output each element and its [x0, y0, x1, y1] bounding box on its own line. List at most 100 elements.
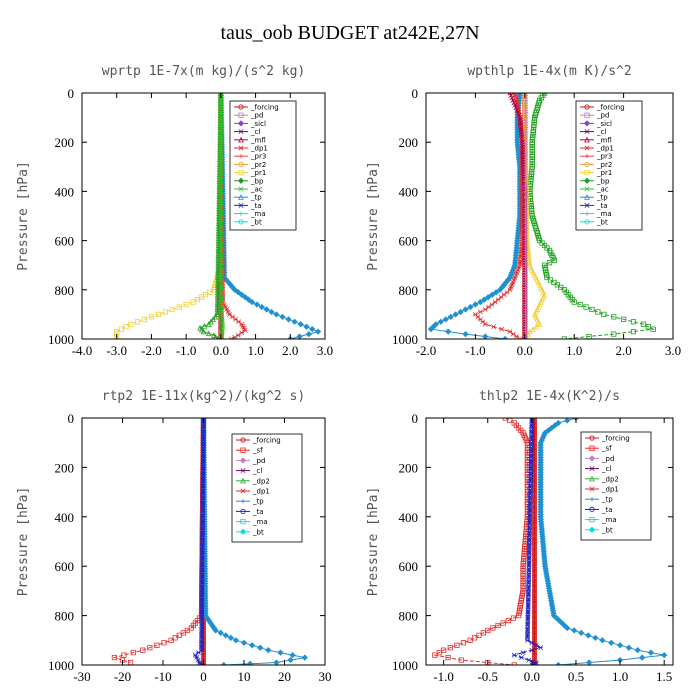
legend-label: _dp1 — [252, 488, 270, 496]
data-point — [508, 284, 514, 290]
data-point — [595, 309, 601, 315]
legend-label: _sicl — [596, 120, 612, 128]
data-point — [477, 298, 484, 306]
data-point — [273, 311, 280, 318]
data-point — [661, 651, 668, 659]
data-point — [200, 652, 207, 658]
data-point — [531, 608, 538, 614]
legend-marker — [238, 211, 244, 216]
data-point — [467, 637, 473, 643]
y-tick-label: 200 — [399, 135, 419, 150]
data-point — [531, 566, 538, 572]
legend-label: _sicl — [250, 120, 266, 128]
data-point — [212, 627, 219, 634]
legend-marker — [238, 145, 244, 151]
data-point — [155, 311, 161, 318]
series-line-mfl — [509, 93, 526, 339]
data-point — [253, 301, 261, 308]
legend-label: _mfl — [250, 136, 266, 144]
data-point — [130, 650, 136, 656]
y-axis-label: Pressure [hPa] — [16, 161, 31, 271]
data-point — [140, 647, 146, 653]
data-point — [516, 265, 522, 271]
x-tick-label: -3.0 — [106, 343, 127, 358]
data-point — [457, 308, 464, 316]
data-point — [218, 316, 224, 322]
data-point — [482, 321, 488, 327]
data-point — [531, 543, 538, 550]
data-point — [611, 314, 617, 320]
legend-label: _bt — [252, 528, 264, 536]
panel-1: wprtp 1E-7x(m kg)/(s^2 kg) Pressure [hPa]… — [16, 64, 333, 358]
y-tick-label: 400 — [399, 510, 419, 525]
data-point — [218, 321, 224, 327]
data-point — [526, 657, 532, 663]
data-point — [548, 424, 555, 432]
legend-label: _pd — [250, 112, 263, 120]
data-point — [227, 634, 234, 641]
legend-label: _dp1 — [601, 486, 619, 494]
data-point — [531, 514, 538, 520]
legend-label: _forcing — [250, 104, 279, 112]
data-point — [273, 659, 280, 665]
legend-label: _mfl — [596, 136, 612, 144]
data-point — [240, 639, 248, 646]
data-point — [531, 595, 538, 601]
legend-label: _forcing — [601, 435, 630, 443]
data-point — [245, 296, 252, 303]
data-point — [601, 311, 607, 318]
data-point — [211, 332, 217, 338]
legend-marker — [584, 211, 590, 216]
data-point — [190, 299, 196, 305]
legend-label: _pd — [601, 455, 614, 463]
x-tick-label: -1.0 — [433, 669, 454, 684]
data-point — [531, 612, 538, 619]
x-tick-label: 3.0 — [665, 343, 681, 358]
x-tick-label: 2.0 — [615, 343, 631, 358]
series-line-dp1 — [433, 418, 528, 665]
data-point — [467, 303, 474, 311]
data-point — [217, 629, 224, 637]
plot-frame — [425, 92, 674, 340]
panel-2: wpthlp 1E-4x(m K)/s^2 Pressure [hPa] -2.0 -… — [366, 64, 681, 358]
data-point — [505, 617, 511, 624]
x-tick-label: 0.0 — [517, 343, 533, 358]
data-point — [533, 323, 540, 330]
plot-frame — [81, 92, 326, 340]
x-tick-label: 1.0 — [612, 669, 628, 684]
data-point — [263, 306, 270, 313]
data-point — [555, 419, 562, 427]
legend-label: _ma — [601, 516, 617, 524]
legend-marker — [240, 447, 246, 453]
data-point — [134, 319, 141, 325]
data-point — [564, 624, 571, 632]
legend-marker — [238, 194, 244, 200]
data-point — [531, 625, 538, 631]
data-point — [495, 297, 501, 303]
data-point — [445, 654, 451, 661]
data-point — [531, 620, 538, 626]
legend-marker — [584, 112, 590, 118]
legend-label: _bt — [250, 218, 262, 226]
y-tick-label: 200 — [399, 460, 419, 475]
legend-marker — [589, 475, 595, 482]
data-point — [531, 561, 538, 567]
series-group — [111, 418, 308, 665]
data-point — [531, 568, 538, 574]
legend-marker — [584, 145, 590, 151]
data-point — [531, 533, 538, 540]
data-point — [531, 585, 538, 592]
data-point — [523, 336, 528, 339]
y-tick-label: 800 — [55, 609, 75, 624]
data-point — [499, 326, 505, 332]
data-point — [531, 580, 538, 587]
data-point — [427, 326, 435, 333]
legend-marker — [584, 136, 590, 143]
legend-label: _pr1 — [596, 169, 612, 177]
legend-label: _pr1 — [250, 169, 266, 177]
data-point — [531, 571, 538, 577]
data-point — [198, 326, 205, 333]
legend-label: _forcing — [252, 437, 281, 445]
data-point — [248, 642, 256, 649]
data-point — [291, 318, 298, 325]
